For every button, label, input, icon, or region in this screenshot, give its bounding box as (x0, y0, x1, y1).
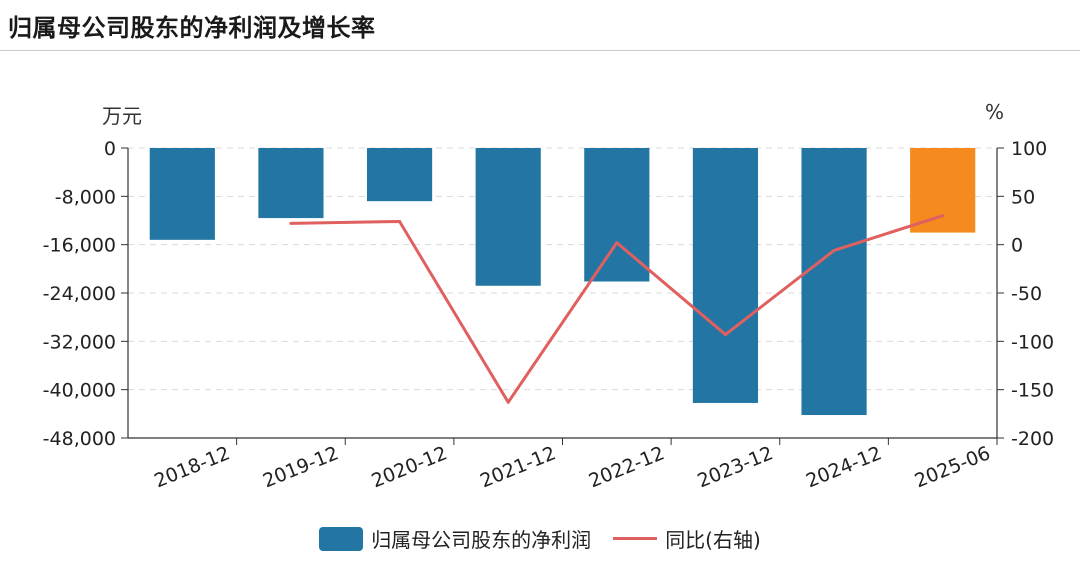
yoy-point (289, 221, 293, 225)
bar (149, 148, 215, 240)
x-tick-label: 2018-12 (151, 442, 233, 492)
left-tick-label: -24,000 (43, 283, 116, 305)
bar (258, 148, 324, 219)
x-tick-label: 2022-12 (586, 442, 668, 492)
left-tick-label: -16,000 (43, 235, 116, 257)
yoy-point (398, 219, 402, 223)
right-axis-unit: % (985, 100, 1005, 124)
legend-line-label: 同比(右轴) (665, 528, 761, 552)
right-tick-label: 50 (1011, 186, 1035, 208)
legend-item-profit[interactable]: 归属母公司股东的净利润 (319, 524, 591, 553)
right-tick-label: -200 (1011, 428, 1054, 450)
x-tick-label: 2025-06 (912, 442, 994, 492)
x-tick-label: 2023-12 (694, 442, 776, 492)
legend-item-yoy[interactable]: 同比(右轴) (613, 524, 761, 553)
right-tick-label: 0 (1011, 235, 1023, 257)
x-tick-label: 2021-12 (477, 442, 559, 492)
right-tick-label: -50 (1011, 283, 1042, 305)
yoy-point (941, 214, 945, 218)
yoy-point (723, 333, 727, 337)
yoy-point (506, 400, 510, 404)
left-tick-label: -8,000 (55, 186, 116, 208)
legend: 归属母公司股东的净利润 同比(右轴) (0, 524, 1080, 553)
legend-bar-label: 归属母公司股东的净利润 (371, 528, 592, 552)
left-tick-label: -32,000 (43, 331, 116, 353)
left-tick-label: -40,000 (43, 380, 116, 402)
legend-bar-swatch (319, 526, 364, 551)
right-tick-label: -150 (1011, 380, 1054, 402)
yoy-point (615, 241, 619, 245)
left-axis-unit: 万元 (102, 104, 142, 128)
x-tick-label: 2024-12 (803, 442, 885, 492)
bar (692, 148, 759, 403)
bar (475, 148, 541, 286)
x-tick-label: 2019-12 (260, 442, 342, 492)
bar (910, 148, 976, 233)
left-tick-label: -48,000 (43, 428, 116, 450)
right-tick-label: -100 (1011, 331, 1054, 353)
legend-line-swatch (613, 537, 658, 540)
x-tick-label: 2020-12 (368, 442, 450, 492)
chart-title: 归属母公司股东的净利润及增长率 (8, 14, 376, 42)
bar (366, 148, 433, 202)
bar (801, 148, 867, 416)
yoy-point (832, 248, 836, 252)
title-divider (0, 50, 1080, 51)
left-tick-label: 0 (104, 138, 116, 160)
right-tick-label: 100 (1011, 138, 1047, 160)
